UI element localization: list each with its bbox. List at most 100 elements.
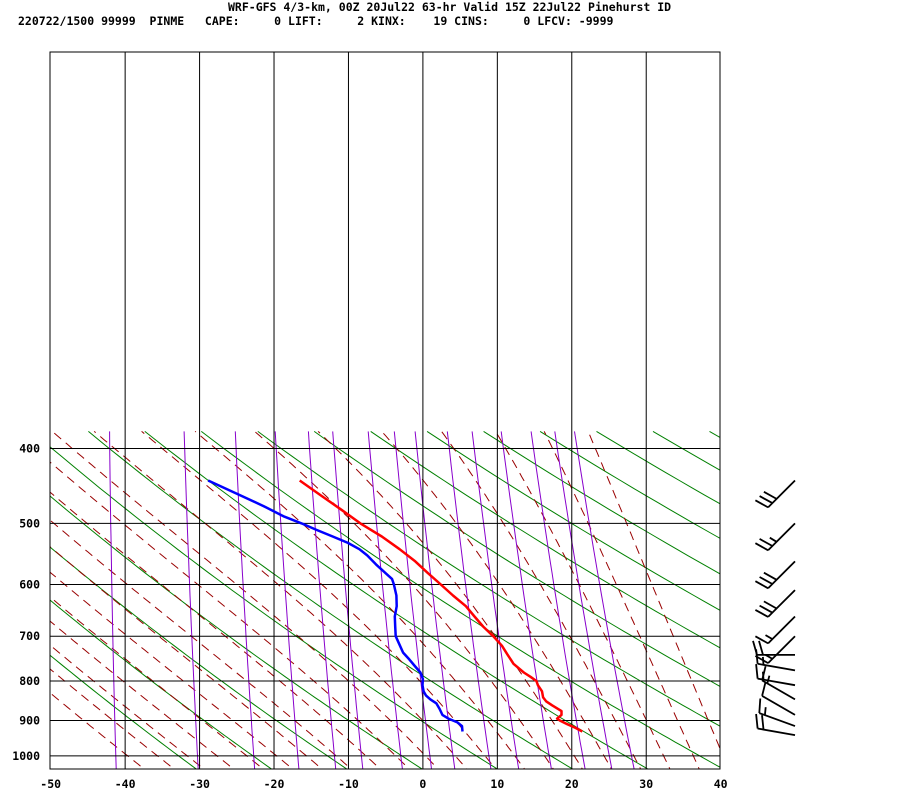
- mixing-ratio-line: [332, 431, 364, 769]
- wind-barb: [754, 615, 796, 645]
- background-lines-group: [50, 430, 900, 775]
- wind-barb-half-flag: [762, 656, 765, 665]
- moist-adiabat-line: [495, 431, 671, 769]
- axis-labels-group: 400 500 600 700 800 900 1000-50 -40 -30 -20 -10 0 10…: [12, 442, 727, 791]
- mixing-ratio-line: [307, 431, 337, 769]
- dry-adiabat-line: [652, 430, 720, 471]
- wind-barb-staff: [761, 679, 796, 701]
- wind-barb-staff: [767, 522, 796, 551]
- wind-barb-flag: [759, 576, 773, 585]
- dry-adiabat-line: [426, 430, 720, 611]
- moist-adiabat-line: [543, 431, 700, 769]
- wind-barb-flag: [759, 538, 773, 547]
- moist-adiabat-line: [381, 431, 612, 769]
- moist-adiabat-line: [50, 692, 146, 769]
- wind-barb-flag: [755, 649, 759, 664]
- wind-barb-flag: [754, 609, 769, 618]
- wind-barb-flag: [754, 635, 769, 645]
- wind-barb-staff: [767, 479, 796, 509]
- temperature-tick-label: -30: [189, 777, 210, 791]
- mixing-ratio-line: [367, 431, 403, 769]
- grid-lines-group: [50, 52, 720, 769]
- moist-adiabat-line: [50, 491, 381, 769]
- wind-barb-half-flag: [764, 707, 767, 716]
- wind-barb-staff: [761, 695, 796, 716]
- wind-barb-staff: [757, 727, 796, 736]
- moist-adiabat-line: [51, 431, 439, 769]
- wind-barb: [755, 649, 796, 672]
- mixing-ratio-line: [274, 431, 300, 769]
- temperature-tick-label: -40: [115, 777, 136, 791]
- dry-adiabat-line: [88, 431, 574, 769]
- wind-barb-flag: [754, 542, 769, 552]
- dry-adiabat-line: [257, 430, 720, 727]
- moist-adiabat-line: [50, 668, 175, 769]
- pressure-tick-label: 400: [19, 442, 40, 456]
- wind-barb: [754, 522, 796, 552]
- wind-barb-flag: [754, 499, 769, 509]
- temperature-tick-label: -20: [264, 777, 285, 791]
- dry-adiabat-line: [50, 599, 273, 769]
- temperature-tick-label: 40: [714, 777, 728, 791]
- mixing-ratio-line: [414, 431, 456, 769]
- wind-barb: [754, 560, 796, 590]
- moist-adiabat-line: [254, 431, 554, 769]
- dry-adiabat-line: [879, 431, 900, 775]
- temperature-tick-label: -10: [338, 777, 359, 791]
- dry-adiabat-line: [370, 430, 720, 649]
- wind-barb: [761, 665, 796, 701]
- profiles-group: [207, 479, 583, 733]
- wind-barb-flag: [759, 495, 773, 504]
- plot-frame: [49, 51, 721, 770]
- wind-barb-staff: [757, 662, 796, 672]
- moist-adiabat-line: [50, 519, 352, 769]
- moist-adiabat-line: [50, 620, 235, 769]
- pressure-tick-label: 600: [19, 578, 40, 592]
- wind-barb-flag: [754, 580, 769, 590]
- moist-adiabat-line: [141, 431, 497, 769]
- mixing-ratio-line: [530, 431, 586, 769]
- wind-barbs-group: [752, 479, 796, 736]
- mixing-ratio-line: [500, 431, 552, 769]
- wind-barb-staff: [757, 677, 796, 687]
- wind-barb-staff: [767, 635, 796, 664]
- pressure-tick-label: 1000: [12, 749, 40, 763]
- wind-barb-half-flag: [765, 634, 773, 640]
- wind-barb-flag: [759, 604, 773, 614]
- wind-barb: [754, 589, 796, 618]
- mixing-ratio-line: [234, 431, 256, 769]
- mixing-ratio-line: [393, 431, 433, 769]
- wind-barb-flag: [755, 664, 759, 679]
- mixing-ratio-line: [471, 431, 520, 769]
- moist-adiabat-line: [50, 571, 294, 769]
- wind-barb-flag: [758, 698, 762, 714]
- moist-adiabat-line: [194, 431, 526, 769]
- mixing-ratio-line: [574, 431, 635, 769]
- temperature-tick-label: -50: [40, 777, 61, 791]
- moist-adiabat-line: [441, 431, 642, 769]
- dry-adiabat-line: [50, 495, 424, 769]
- wind-barb-flag: [761, 681, 767, 697]
- dry-adiabat-line: [709, 430, 720, 438]
- mixing-ratio-line: [109, 431, 117, 769]
- mixing-ratio-line: [183, 431, 199, 769]
- moist-adiabat-line: [50, 644, 205, 769]
- wind-barb-staff: [767, 589, 796, 618]
- dry-adiabat-line: [200, 431, 720, 768]
- wind-barb-flag: [763, 571, 778, 581]
- wind-barb-half-flag: [769, 536, 778, 543]
- wind-barb-flag: [763, 600, 778, 610]
- pressure-tick-label: 800: [19, 674, 40, 688]
- dry-adiabat-line: [50, 654, 198, 769]
- chart-title: WRF-GFS 4/3-km, 00Z 20Jul22 63-hr Valid …: [228, 0, 672, 14]
- wind-barb-staff: [767, 615, 796, 645]
- temperature-tick-label: 10: [490, 777, 504, 791]
- dewpoint-profile-line: [207, 479, 464, 732]
- pressure-tick-label: 700: [19, 629, 40, 643]
- dry-adiabat-line: [50, 546, 348, 769]
- wind-barb: [758, 698, 796, 727]
- mixing-ratio-line: [554, 431, 613, 769]
- wind-barb: [761, 681, 796, 716]
